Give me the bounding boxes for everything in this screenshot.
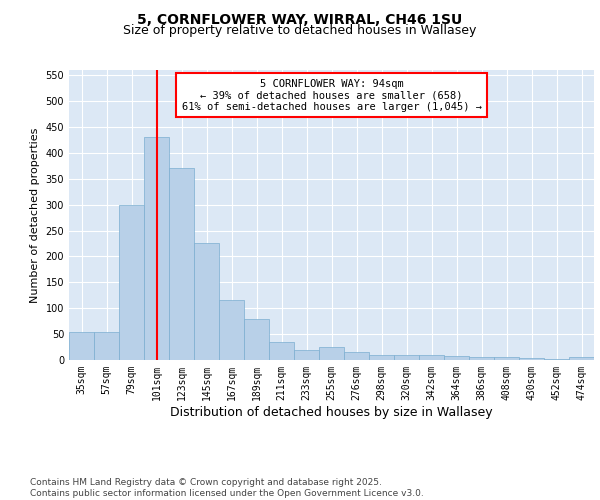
- Text: Size of property relative to detached houses in Wallasey: Size of property relative to detached ho…: [124, 24, 476, 37]
- Bar: [169, 168, 194, 360]
- Bar: [144, 138, 169, 360]
- Bar: [369, 355, 394, 360]
- Text: 5, CORNFLOWER WAY, WIRRAL, CH46 1SU: 5, CORNFLOWER WAY, WIRRAL, CH46 1SU: [137, 12, 463, 26]
- Bar: [219, 300, 244, 360]
- Bar: [119, 204, 144, 360]
- Bar: [494, 358, 519, 360]
- Bar: [569, 358, 594, 360]
- Bar: [344, 352, 369, 360]
- Bar: [294, 350, 319, 360]
- Bar: [419, 355, 444, 360]
- X-axis label: Distribution of detached houses by size in Wallasey: Distribution of detached houses by size …: [170, 406, 493, 418]
- Bar: [394, 355, 419, 360]
- Bar: [544, 359, 569, 360]
- Bar: [194, 244, 219, 360]
- Bar: [69, 332, 94, 360]
- Bar: [269, 342, 294, 360]
- Bar: [94, 332, 119, 360]
- Text: Contains HM Land Registry data © Crown copyright and database right 2025.
Contai: Contains HM Land Registry data © Crown c…: [30, 478, 424, 498]
- Bar: [244, 318, 269, 360]
- Y-axis label: Number of detached properties: Number of detached properties: [30, 128, 40, 302]
- Text: 5 CORNFLOWER WAY: 94sqm
← 39% of detached houses are smaller (658)
61% of semi-d: 5 CORNFLOWER WAY: 94sqm ← 39% of detache…: [182, 78, 482, 112]
- Bar: [444, 356, 469, 360]
- Bar: [519, 358, 544, 360]
- Bar: [319, 347, 344, 360]
- Bar: [469, 358, 494, 360]
